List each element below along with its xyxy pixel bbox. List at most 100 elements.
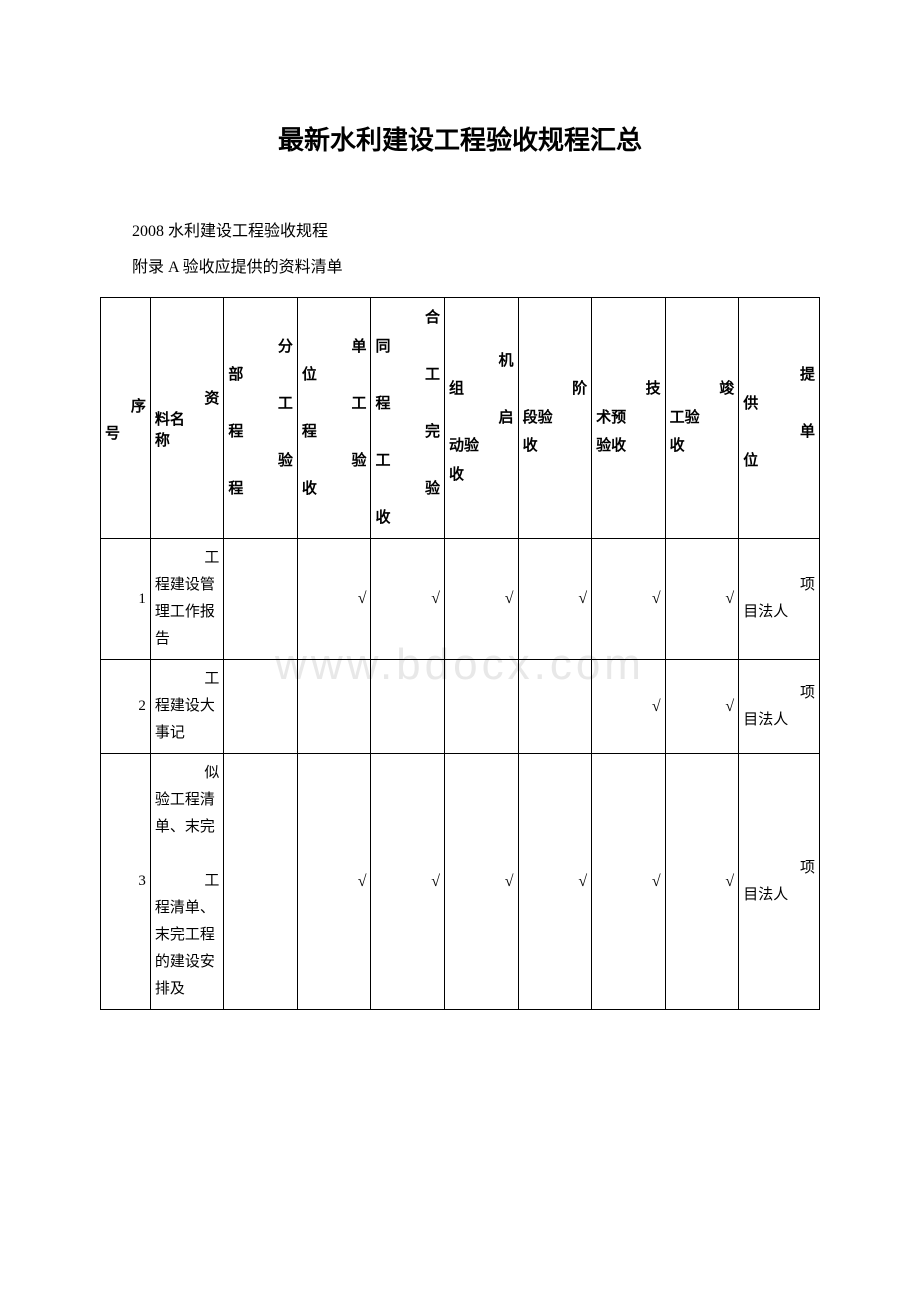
cell-check: √ (518, 754, 592, 1010)
table-wrapper: 序 号 资 料名 称 分 部 工 程 验 程 (100, 297, 820, 1010)
cell-name: 工 程建设管理工作报告 (150, 539, 224, 660)
provider-rest: 目法人 (743, 599, 815, 626)
header-char: 术预 (596, 404, 661, 433)
cell-seq: 3 (101, 754, 151, 1010)
cell-check (518, 660, 592, 754)
cell-check (371, 660, 445, 754)
header-char: 提 (743, 361, 815, 390)
header-char: 动验 (449, 432, 514, 461)
header-char: 组 (449, 375, 514, 404)
header-char: 验收 (596, 432, 661, 461)
cell-name: 工 程建设大事记 (150, 660, 224, 754)
cell-check: √ (592, 660, 666, 754)
header-char: 程 (228, 475, 293, 504)
cell-check: √ (592, 539, 666, 660)
header-char: 技 (596, 375, 661, 404)
provider-first: 项 (743, 680, 815, 707)
page-title: 最新水利建设工程验收规程汇总 (100, 120, 820, 157)
name-first: 工 (155, 666, 220, 693)
header-char: 工 (375, 447, 440, 476)
header-char: 启 (449, 404, 514, 433)
table-row: 2 工 程建设大事记 √ √ 项 目法人 (101, 660, 820, 754)
cell-check: √ (297, 754, 371, 1010)
header-char: 供 (743, 390, 815, 419)
header-char: 序 (131, 393, 146, 422)
header-char: 位 (743, 447, 815, 476)
cell-check (224, 539, 298, 660)
table-row: 3 似 验工程清单、末完 工 程清单、末完工程的建设安排及 √ √ √ √ √ … (101, 754, 820, 1010)
name-rest: 程清单、末完工程的建设安排及 (155, 895, 220, 1003)
cell-check: √ (665, 539, 739, 660)
cell-check (224, 754, 298, 1010)
header-char: 竣 (670, 375, 735, 404)
cell-check: √ (371, 539, 445, 660)
cell-provider: 项 目法人 (739, 754, 820, 1010)
cell-check: √ (445, 754, 519, 1010)
header-char: 工 (375, 361, 440, 390)
appendix-label: 附录 A 验收应提供的资料清单 (100, 253, 820, 277)
col-header-provider: 提 供 单 位 (739, 298, 820, 539)
cell-check: √ (297, 539, 371, 660)
col-header-c1: 分 部 工 程 验 程 (224, 298, 298, 539)
provider-rest: 目法人 (743, 882, 815, 909)
header-char: 位 (302, 361, 367, 390)
name-first: 工 (155, 868, 220, 895)
header-char: 料名 (155, 412, 185, 428)
header-char: 工验 (670, 404, 735, 433)
header-char: 段验 (523, 404, 588, 433)
col-header-c6: 技 术预 验收 (592, 298, 666, 539)
cell-check: √ (445, 539, 519, 660)
name-first: 工 (155, 545, 220, 572)
header-char: 单 (302, 333, 367, 362)
cell-check: √ (592, 754, 666, 1010)
cell-check: √ (518, 539, 592, 660)
cell-check (224, 660, 298, 754)
table-row: 1 工 程建设管理工作报告 √ √ √ √ √ √ 项 目法人 (101, 539, 820, 660)
header-char: 资 (204, 391, 219, 407)
header-char: 合 (375, 304, 440, 333)
provider-first: 项 (743, 855, 815, 882)
cell-check (297, 660, 371, 754)
name-rest: 程建设大事记 (155, 693, 220, 747)
header-char: 部 (228, 361, 293, 390)
header-char: 收 (523, 432, 588, 461)
table-header-row: 序 号 资 料名 称 分 部 工 程 验 程 (101, 298, 820, 539)
cell-provider: 项 目法人 (739, 539, 820, 660)
header-char: 收 (375, 504, 440, 533)
header-char: 程 (375, 390, 440, 419)
subtitle: 2008 水利建设工程验收规程 (100, 217, 820, 241)
header-char: 工 (302, 390, 367, 419)
header-char: 验 (228, 447, 293, 476)
header-char: 机 (449, 347, 514, 376)
header-char: 分 (228, 333, 293, 362)
header-char: 收 (302, 475, 367, 504)
cell-name: 似 验工程清单、末完 工 程清单、末完工程的建设安排及 (150, 754, 224, 1010)
header-char: 验 (375, 475, 440, 504)
header-char: 阶 (523, 375, 588, 404)
provider-rest: 目法人 (743, 707, 815, 734)
name-rest: 程建设管理工作报告 (155, 572, 220, 653)
col-header-c2: 单 位 工 程 验 收 (297, 298, 371, 539)
header-char: 收 (670, 432, 735, 461)
cell-check: √ (665, 660, 739, 754)
col-header-c4: 机 组 启 动验 收 (445, 298, 519, 539)
cell-provider: 项 目法人 (739, 660, 820, 754)
header-char: 完 (375, 418, 440, 447)
cell-check (445, 660, 519, 754)
col-header-c7: 竣 工验 收 (665, 298, 739, 539)
header-char: 工 (228, 390, 293, 419)
header-char: 号 (105, 422, 146, 443)
header-char: 称 (155, 433, 170, 449)
header-char: 验 (302, 447, 367, 476)
name-first: 似 (155, 760, 220, 787)
header-char: 单 (743, 418, 815, 447)
col-header-c5: 阶 段验 收 (518, 298, 592, 539)
col-header-name: 资 料名 称 (150, 298, 224, 539)
header-char: 程 (302, 418, 367, 447)
provider-first: 项 (743, 572, 815, 599)
cell-seq: 2 (101, 660, 151, 754)
header-char: 同 (375, 333, 440, 362)
cell-check: √ (665, 754, 739, 1010)
col-header-c3: 合 同 工 程 完 工 验 收 (371, 298, 445, 539)
name-rest: 验工程清单、末完 (155, 787, 220, 841)
